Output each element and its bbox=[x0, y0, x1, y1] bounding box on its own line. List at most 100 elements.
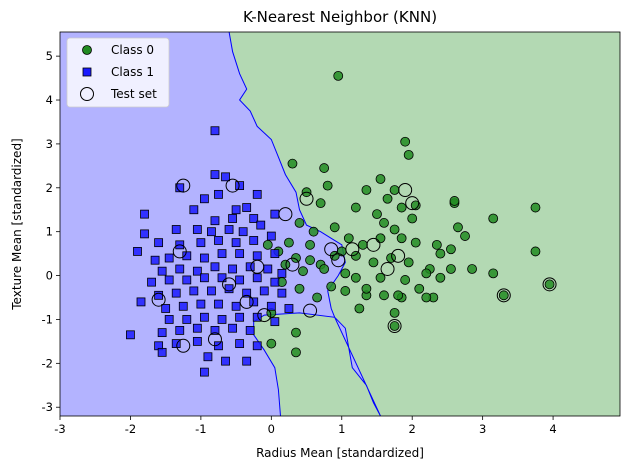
class-0-point bbox=[375, 272, 386, 283]
class-1-point bbox=[164, 275, 174, 285]
class-1-point bbox=[171, 288, 181, 298]
y-tick-label: -3 bbox=[42, 400, 53, 414]
class-1-point bbox=[270, 249, 280, 259]
class-0-point bbox=[379, 290, 389, 301]
class-1-point bbox=[200, 194, 209, 204]
class-1-point bbox=[147, 277, 156, 287]
test-set-point bbox=[176, 338, 191, 353]
plot-area bbox=[60, 32, 620, 416]
test-set-point bbox=[387, 319, 402, 334]
class-1-point bbox=[196, 238, 206, 248]
class-1-point bbox=[182, 251, 192, 261]
class-1-point bbox=[270, 209, 280, 219]
test-set-point bbox=[172, 244, 187, 259]
class-0-point bbox=[298, 266, 308, 277]
class-1-point bbox=[161, 304, 171, 313]
class-0-point bbox=[266, 338, 277, 349]
class-1-point bbox=[189, 205, 199, 215]
test-set-point bbox=[331, 253, 346, 268]
class-0-point bbox=[403, 149, 414, 160]
class-0-point bbox=[544, 279, 555, 290]
class-1-point bbox=[207, 227, 216, 237]
class-1-point bbox=[252, 251, 262, 261]
class-1-point bbox=[189, 286, 199, 296]
class-1-point bbox=[235, 181, 245, 191]
class-0-point bbox=[333, 70, 344, 81]
class-1-point bbox=[242, 356, 252, 366]
x-tick-label: -2 bbox=[125, 422, 136, 436]
class-1-point bbox=[192, 225, 202, 234]
class-1-point bbox=[242, 203, 252, 212]
class-0-point bbox=[382, 193, 393, 204]
class-1-point bbox=[231, 301, 241, 311]
class-0-point bbox=[488, 213, 499, 224]
class-1-point bbox=[203, 352, 213, 362]
test-set-point bbox=[207, 332, 222, 347]
class-1-point bbox=[270, 317, 280, 327]
class-1-point bbox=[210, 326, 220, 335]
test-set-point bbox=[176, 178, 191, 193]
class-1-point bbox=[221, 172, 230, 182]
class-0-point bbox=[410, 200, 421, 211]
class-1-point bbox=[150, 255, 160, 265]
class-0-point bbox=[294, 218, 305, 228]
class-0-point bbox=[368, 257, 379, 268]
class-0-point bbox=[357, 239, 368, 250]
class-1-point bbox=[200, 273, 209, 283]
class-0-point bbox=[340, 268, 351, 279]
class-0-point bbox=[446, 244, 456, 255]
class-0-point bbox=[435, 248, 446, 259]
class-1-point bbox=[210, 216, 220, 226]
y-tick-label: 3 bbox=[46, 137, 53, 151]
class-0-point bbox=[400, 136, 411, 147]
class-1-point bbox=[221, 356, 230, 366]
class-1-point bbox=[235, 312, 245, 322]
class-0-point bbox=[312, 292, 323, 303]
x-tick-label: 4 bbox=[549, 422, 556, 436]
class-0-point bbox=[530, 246, 541, 257]
class-1-point bbox=[252, 312, 262, 322]
class-1-point bbox=[249, 297, 259, 307]
class-0-point bbox=[393, 290, 404, 301]
test-set-point bbox=[366, 237, 381, 252]
test-set-point bbox=[257, 308, 272, 323]
class-1-point bbox=[210, 262, 220, 272]
class-1-point bbox=[249, 236, 259, 245]
class-0-point bbox=[315, 198, 326, 209]
class-1-point bbox=[252, 273, 262, 283]
class-1-point bbox=[192, 336, 202, 346]
class-0-point bbox=[446, 264, 456, 274]
class-0-point bbox=[291, 327, 301, 338]
class-1-point bbox=[235, 275, 245, 285]
class-0-point bbox=[379, 218, 389, 228]
class-1-point bbox=[266, 231, 276, 241]
test-set-point bbox=[496, 288, 511, 303]
class-1-point bbox=[200, 367, 209, 377]
test-set-point bbox=[345, 242, 360, 257]
class-1-point bbox=[175, 183, 185, 193]
legend-class-1-label: Class 1 bbox=[111, 65, 154, 79]
class-0-point bbox=[350, 202, 361, 213]
class-1-point bbox=[164, 315, 174, 324]
class-0-point bbox=[488, 268, 499, 279]
class-0-point bbox=[449, 196, 460, 206]
x-tick-label: 2 bbox=[409, 422, 416, 436]
legend-class-1-marker bbox=[82, 67, 92, 77]
y-axis: -3 -2 -1 0 1 2 3 4 5 bbox=[42, 49, 60, 414]
class-0-point bbox=[372, 209, 382, 220]
class-1-point bbox=[136, 297, 146, 307]
test-set-layer bbox=[151, 178, 557, 353]
class-0-point bbox=[305, 239, 315, 250]
class-0-point bbox=[350, 272, 361, 283]
class-1-point bbox=[210, 170, 220, 180]
class-1-point bbox=[228, 323, 237, 333]
y-tick-label: 2 bbox=[46, 181, 53, 195]
class-1-point bbox=[175, 326, 185, 335]
class-0-point bbox=[389, 321, 400, 331]
class-1-point bbox=[235, 249, 245, 259]
class-1-point bbox=[217, 273, 227, 283]
class-1-point bbox=[270, 277, 280, 287]
class-0-point bbox=[396, 202, 407, 213]
class-0-point bbox=[414, 283, 425, 294]
class-0-point bbox=[326, 281, 337, 292]
